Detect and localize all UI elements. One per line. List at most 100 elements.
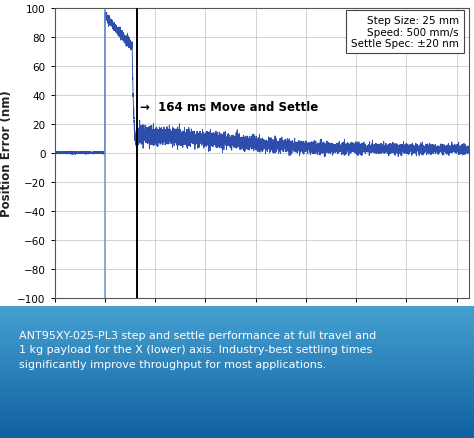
Bar [0, 343, 474, 344]
Bar [0, 318, 474, 319]
Bar [0, 402, 474, 403]
Bar [0, 403, 474, 404]
Bar [0, 377, 474, 378]
Bar [0, 322, 474, 323]
Bar [0, 383, 474, 384]
Bar [0, 431, 474, 432]
Bar [0, 394, 474, 395]
Text: ANT95XY-025-PL3 step and settle performance at full travel and
1 kg payload for : ANT95XY-025-PL3 step and settle performa… [19, 330, 376, 369]
Bar [0, 429, 474, 430]
Bar [0, 336, 474, 337]
Bar [0, 347, 474, 348]
Bar [0, 410, 474, 411]
Bar [0, 411, 474, 412]
Bar [0, 421, 474, 422]
Bar [0, 370, 474, 371]
Bar [0, 413, 474, 414]
Bar [0, 351, 474, 352]
Bar [0, 380, 474, 381]
Bar [0, 407, 474, 408]
Bar [0, 327, 474, 328]
Bar [0, 321, 474, 322]
Bar [0, 409, 474, 410]
Bar [0, 338, 474, 339]
Bar [0, 329, 474, 330]
Text: Step Size: 25 mm
Speed: 500 mm/s
Settle Spec: ±20 nm: Step Size: 25 mm Speed: 500 mm/s Settle … [351, 16, 459, 49]
Bar [0, 364, 474, 365]
Bar [0, 375, 474, 376]
Bar [0, 362, 474, 363]
Bar [0, 320, 474, 321]
X-axis label: Move Time (ms): Move Time (ms) [209, 321, 315, 334]
Bar [0, 328, 474, 329]
Bar [0, 314, 474, 315]
Bar [0, 392, 474, 393]
Bar [0, 339, 474, 340]
Bar [0, 436, 474, 437]
Bar [0, 371, 474, 372]
Bar [0, 389, 474, 390]
Bar [0, 433, 474, 434]
Bar [0, 360, 474, 361]
Bar [0, 357, 474, 358]
Bar [0, 359, 474, 360]
Bar [0, 390, 474, 391]
Bar [0, 426, 474, 427]
Bar [0, 384, 474, 385]
Bar [0, 434, 474, 435]
Bar [0, 378, 474, 379]
Bar [0, 368, 474, 369]
Bar [0, 414, 474, 415]
Bar [0, 353, 474, 354]
Bar [0, 417, 474, 418]
Bar [0, 423, 474, 424]
Bar [0, 326, 474, 327]
Bar [0, 311, 474, 312]
Bar [0, 312, 474, 313]
Y-axis label: Position Error (nm): Position Error (nm) [0, 90, 13, 216]
Bar [0, 400, 474, 401]
Bar [0, 370, 474, 371]
Bar [0, 341, 474, 342]
Bar [0, 398, 474, 399]
Bar [0, 350, 474, 351]
Bar [0, 332, 474, 333]
Bar [0, 405, 474, 406]
Bar [0, 356, 474, 357]
Bar [0, 324, 474, 325]
Bar [0, 372, 474, 373]
Bar [0, 395, 474, 396]
Bar [0, 363, 474, 364]
Bar [0, 401, 474, 402]
Bar [0, 349, 474, 350]
Bar [0, 337, 474, 338]
Bar [0, 308, 474, 309]
Bar [0, 325, 474, 326]
Bar [0, 340, 474, 341]
Bar [0, 331, 474, 332]
Bar [0, 335, 474, 336]
Bar [0, 379, 474, 380]
Bar [0, 387, 474, 388]
Bar [0, 346, 474, 347]
Bar [0, 391, 474, 392]
Bar [0, 309, 474, 310]
Bar [0, 344, 474, 345]
Bar [0, 386, 474, 387]
Bar [0, 406, 474, 407]
Bar [0, 310, 474, 311]
Bar [0, 428, 474, 429]
Bar [0, 369, 474, 370]
Bar [0, 352, 474, 353]
Bar [0, 366, 474, 367]
Bar [0, 415, 474, 416]
Bar [0, 419, 474, 420]
Bar [0, 319, 474, 320]
Bar [0, 432, 474, 433]
Bar [0, 373, 474, 374]
Bar [0, 365, 474, 366]
Bar [0, 397, 474, 398]
Bar [0, 418, 474, 419]
Bar [0, 416, 474, 417]
Bar [0, 333, 474, 334]
